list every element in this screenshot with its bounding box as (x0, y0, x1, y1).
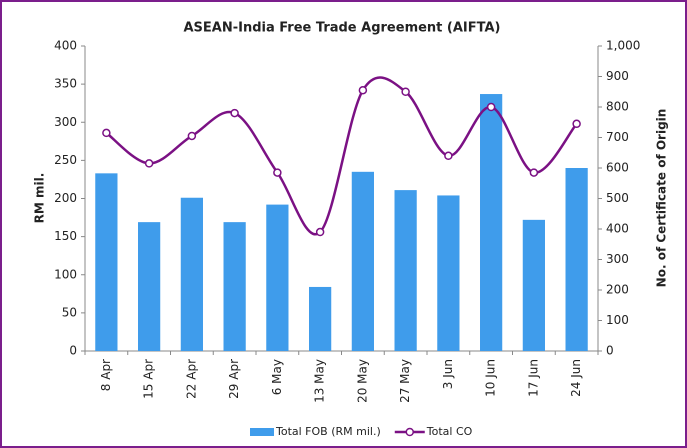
x-tick-label: 3 Jun (441, 359, 455, 389)
y-tick-label: 200 (54, 191, 77, 205)
y-tick-label: 350 (54, 77, 77, 91)
bar (522, 219, 545, 351)
y-tick-label: 100 (54, 267, 77, 281)
x-tick-label: 20 May (355, 359, 369, 403)
x-tick-label: 17 Jun (526, 359, 540, 397)
bar (480, 94, 503, 351)
line-marker (529, 168, 539, 177)
bar (95, 173, 118, 351)
bar (266, 204, 289, 351)
y2-tick-label: 1,000 (606, 39, 640, 53)
y2-tick-label: 900 (606, 69, 629, 83)
legend-marker (405, 427, 415, 437)
line-marker (273, 168, 282, 177)
x-tick-label: 10 Jun (484, 359, 498, 397)
legend-swatch (250, 428, 274, 436)
line-marker (315, 227, 325, 237)
line-marker (230, 108, 239, 118)
y-tick-label: 0 (69, 344, 77, 358)
y2-tick-label: 400 (606, 222, 629, 236)
bar (223, 222, 246, 351)
y-tick-label: 400 (54, 39, 77, 53)
y-tick-label: 150 (54, 229, 77, 243)
y2-tick-label: 0 (606, 344, 614, 358)
x-tick-label: 24 Jun (569, 359, 583, 397)
line-marker (444, 151, 453, 161)
y-tick-label: 250 (54, 153, 77, 167)
bar (394, 190, 417, 351)
legend-label: Total FOB (RM mil.) (275, 425, 381, 438)
bar (351, 171, 374, 351)
bar (180, 197, 203, 351)
bar (565, 168, 588, 351)
x-tick-label: 15 Apr (142, 359, 156, 399)
y2-tick-label: 500 (606, 191, 629, 205)
y2-tick-label: 700 (606, 130, 629, 144)
y-axis-title: RM mil. (33, 173, 47, 224)
y2-tick-label: 100 (606, 313, 629, 327)
line-marker (572, 119, 581, 129)
bar (437, 195, 460, 351)
line-marker (401, 87, 410, 96)
x-tick-label: 29 Apr (227, 359, 241, 399)
line-marker (102, 128, 111, 138)
y2-tick-label: 200 (606, 283, 629, 297)
y2-axis-title: No. of Certificate of Origin (655, 109, 669, 288)
bar (138, 222, 161, 351)
x-tick-label: 22 Apr (184, 359, 198, 399)
legend-label: Total CO (426, 425, 473, 438)
y2-tick-label: 300 (606, 252, 629, 266)
bar (309, 286, 332, 351)
y2-tick-label: 600 (606, 161, 629, 175)
x-tick-label: 13 May (313, 359, 327, 403)
x-tick-label: 8 Apr (99, 359, 113, 391)
chart-title: ASEAN-India Free Trade Agreement (AIFTA) (183, 21, 500, 36)
line-marker (486, 102, 496, 112)
line-marker (187, 131, 197, 141)
x-tick-label: 6 May (270, 359, 284, 395)
y2-tick-label: 800 (606, 100, 629, 114)
line-marker (144, 159, 154, 168)
x-tick-label: 27 May (398, 359, 412, 403)
y-tick-label: 50 (62, 305, 77, 319)
line-marker (358, 85, 368, 95)
y-tick-label: 300 (54, 115, 77, 129)
